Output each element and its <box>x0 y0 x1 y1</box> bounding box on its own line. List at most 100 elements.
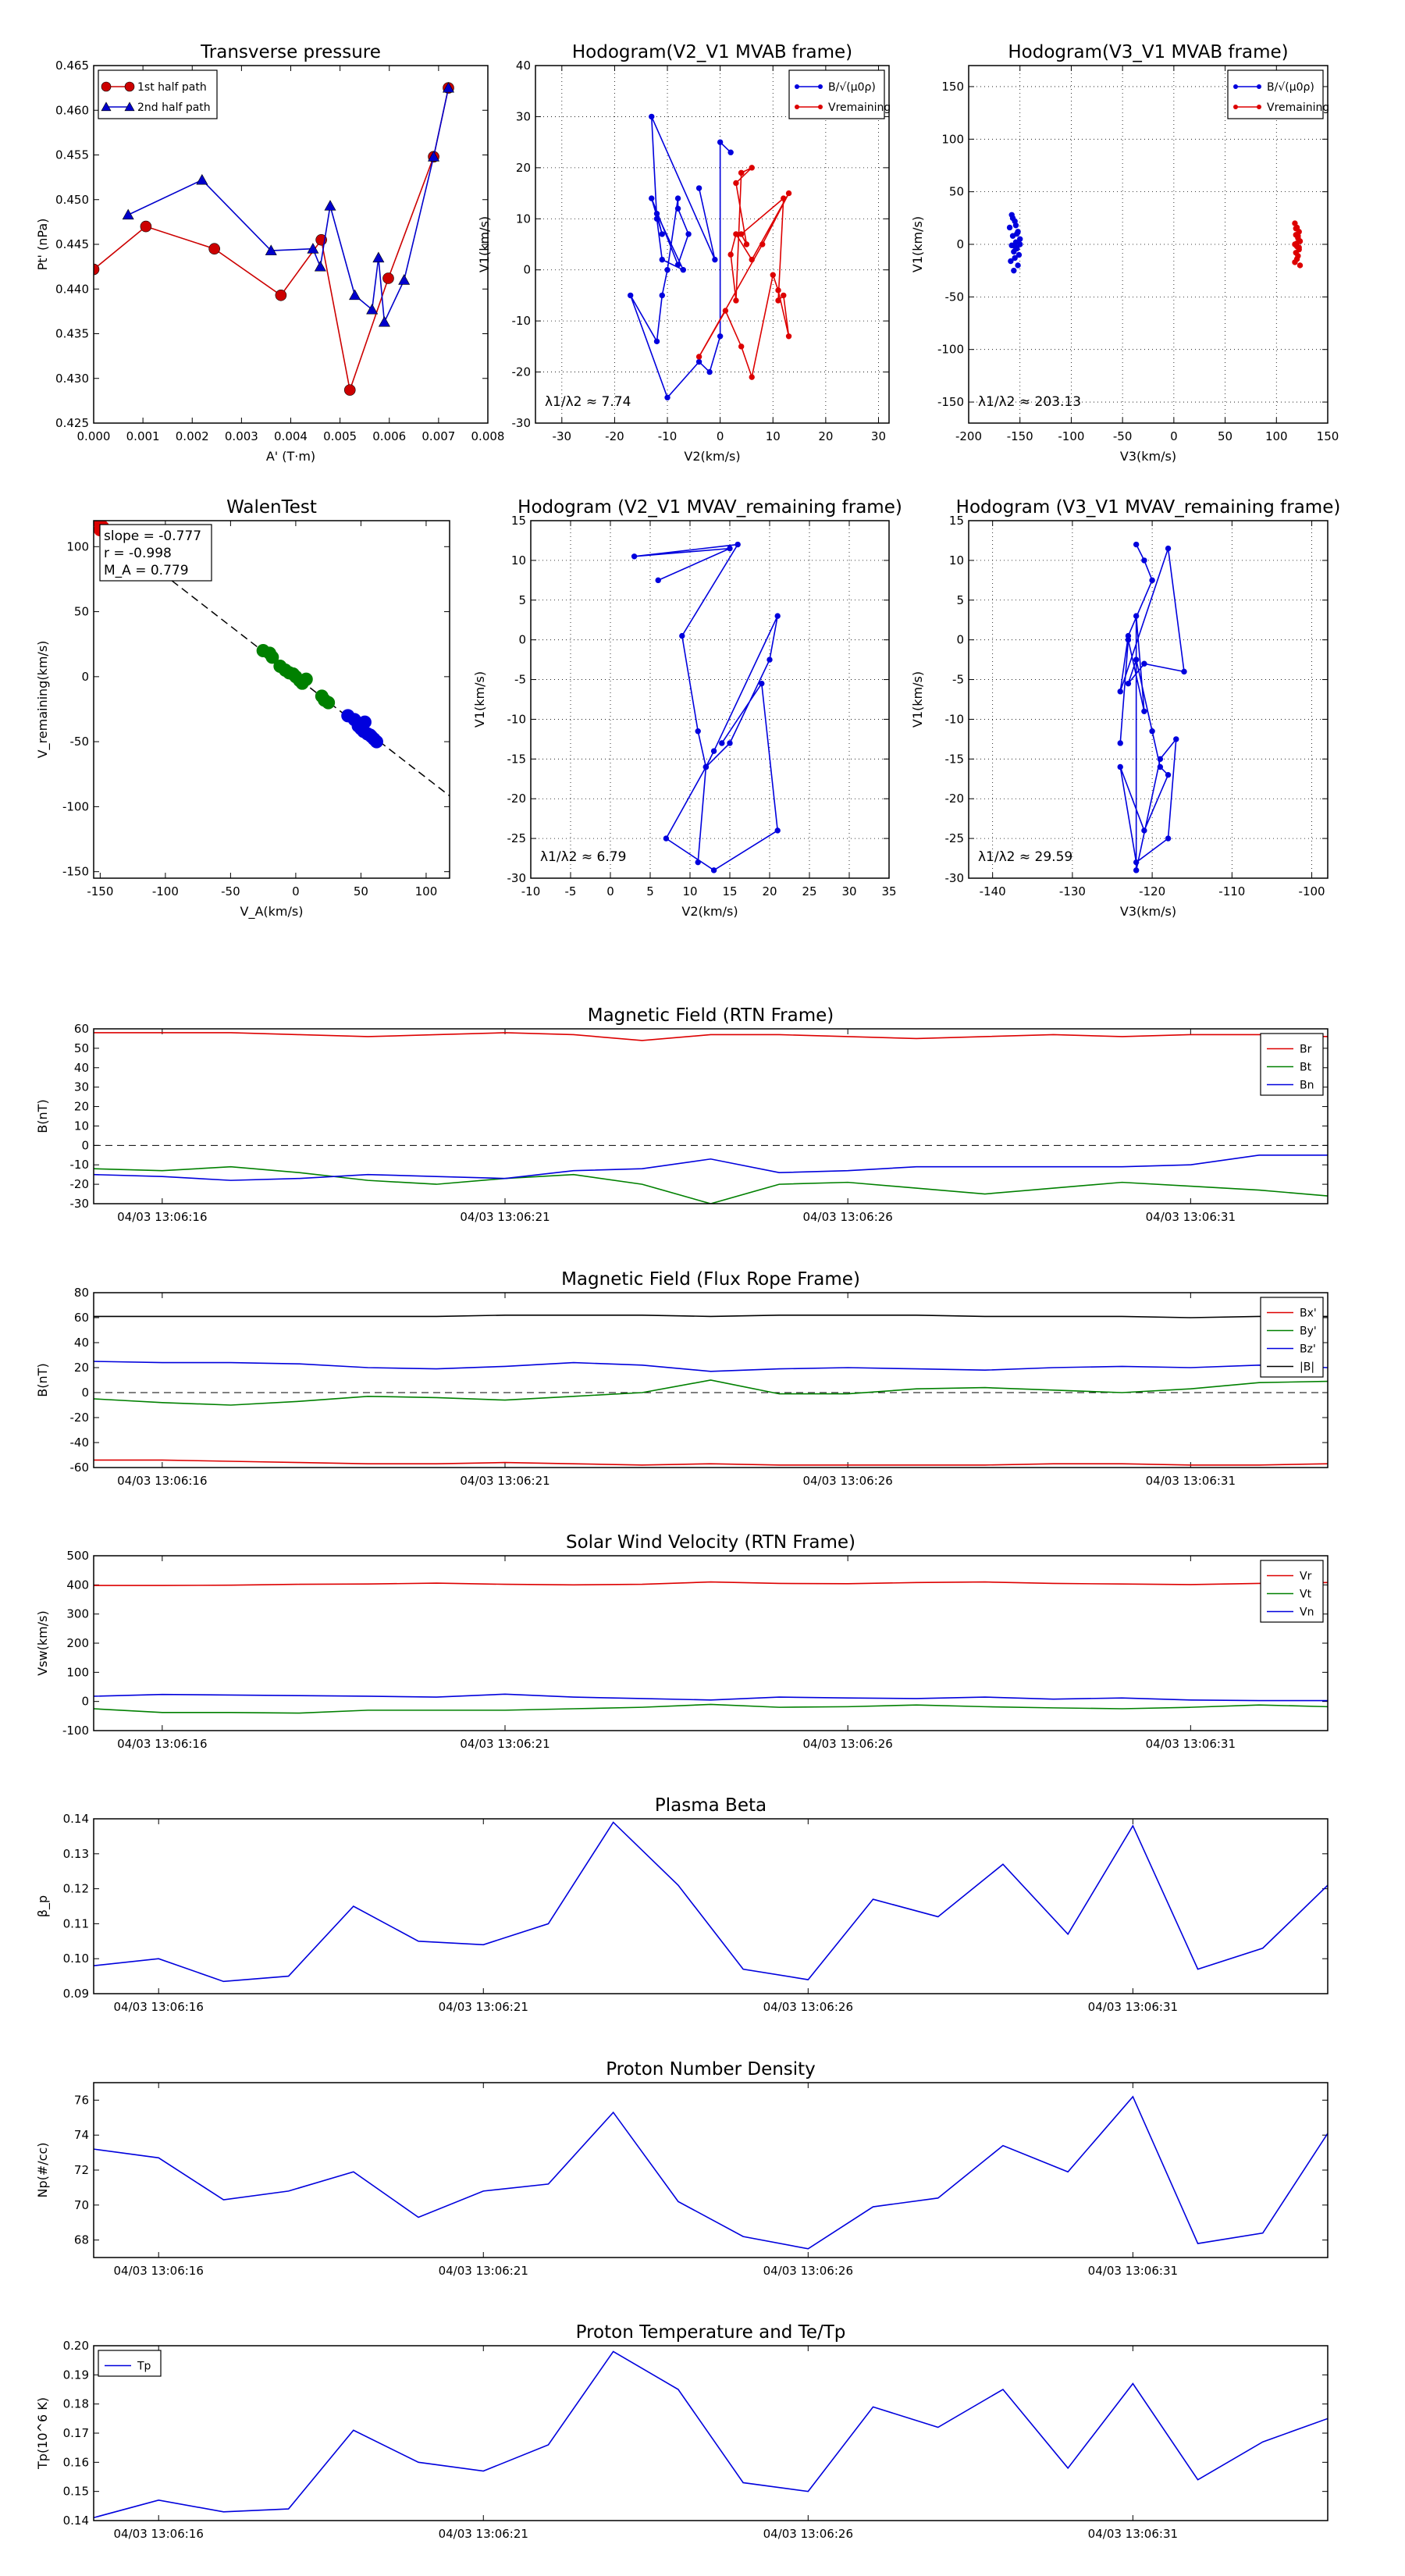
data-point <box>738 169 745 176</box>
chart-title: Hodogram (V2_V1 MVAV_remaining frame) <box>518 497 902 518</box>
y-tick-label: 0.435 <box>55 327 89 341</box>
data-point <box>1012 243 1018 250</box>
data-point <box>378 315 390 327</box>
y-tick-label: -40 <box>70 1436 90 1450</box>
x-tick-label: 0 <box>292 884 300 898</box>
data-point <box>1017 241 1023 247</box>
x-tick-label: 0.001 <box>126 429 160 443</box>
data-point <box>1133 541 1140 548</box>
x-tick-label: 04/03 13:06:31 <box>1146 1737 1236 1751</box>
panel-hodogram_v3_v1_mvav: -30 -25 -20 -15 -10 -5 0 5 10 15 -140 -130 -120 -110 -… <box>910 497 1340 919</box>
data-point <box>1157 756 1164 763</box>
y-tick-label: 0.13 <box>63 1847 89 1861</box>
y-tick-label: -50 <box>945 290 965 304</box>
y-tick-label: 50 <box>74 1041 89 1055</box>
x-tick-label: 0.002 <box>176 429 209 443</box>
x-tick-label: 10 <box>766 429 781 443</box>
y-tick-label: 0.430 <box>55 372 89 386</box>
y-tick-label: -20 <box>507 792 527 806</box>
data-point <box>733 180 739 187</box>
legend-label: Bt <box>1300 1062 1312 1074</box>
panel-hodogram_v3_v1_mvab: -150 -100 -50 0 50 100 150 -200 -150 -100 -50 0 50 10… <box>910 42 1339 464</box>
y-tick-label: 15 <box>949 514 964 528</box>
y-tick-label: 50 <box>74 605 89 619</box>
x-tick-label: 0 <box>717 429 724 443</box>
x-tick-label: -150 <box>87 884 113 898</box>
data-point <box>1141 557 1147 564</box>
data-point <box>122 208 134 220</box>
data-point <box>649 113 655 120</box>
y-tick-label: 0.445 <box>55 237 89 251</box>
data-point <box>785 333 792 340</box>
y-tick-label: 80 <box>74 1286 89 1300</box>
data-point <box>1012 254 1018 262</box>
data-point <box>695 354 702 360</box>
plot-area <box>631 541 781 873</box>
data-point <box>702 763 710 770</box>
data-point <box>628 292 634 299</box>
y-tick-label: 0 <box>956 633 964 647</box>
series-by--line <box>94 1379 1328 1406</box>
y-tick-label: -30 <box>507 871 527 885</box>
y-tick-label: -20 <box>945 792 965 806</box>
data-point <box>664 267 670 273</box>
stats-box <box>99 524 212 582</box>
y-axis-label: V1(km/s) <box>910 671 925 728</box>
y-tick-label: -10 <box>945 712 965 726</box>
x-tick-label: 04/03 13:06:31 <box>1146 1210 1236 1224</box>
data-point <box>442 82 455 93</box>
y-tick-label: -5 <box>952 673 964 687</box>
panel-plasma_beta: 0.09 0.10 0.11 0.12 0.13 0.14 04/03 13:06:16 04… <box>35 1795 1329 2014</box>
data-point <box>322 696 336 710</box>
y-axis-label: Tp(10^6 K) <box>35 2397 50 2470</box>
y-tick-label: -30 <box>945 871 965 885</box>
x-tick-label: 04/03 13:06:31 <box>1088 2000 1178 2014</box>
y-axis-label: V1(km/s) <box>910 216 925 272</box>
panel-transverse_pressure: 0.425 0.430 0.435 0.440 0.445 0.450 0.455 0.460… <box>35 42 504 464</box>
data-point <box>1008 258 1014 265</box>
series-bx--line <box>94 1459 1328 1466</box>
legend-box <box>98 69 218 119</box>
y-tick-label: 0 <box>81 670 89 684</box>
y-tick-label: 50 <box>949 185 964 199</box>
data-point <box>363 728 377 742</box>
series-bn-line <box>94 1154 1328 1181</box>
x-tick-label: 30 <box>871 429 886 443</box>
x-axis-label: V3(km/s) <box>1120 449 1176 464</box>
data-point <box>649 195 655 201</box>
data-point <box>1149 577 1155 584</box>
x-tick-label: -150 <box>1007 429 1033 443</box>
data-point <box>382 272 394 284</box>
data-point <box>631 553 638 560</box>
y-axis-label: Pt' (nPa) <box>35 219 50 271</box>
legend-label: Tp <box>137 2361 151 2373</box>
legend-label: Vr <box>1300 1571 1312 1583</box>
y-tick-label: 40 <box>74 1336 89 1350</box>
panel-proton_temperature: 0.14 0.15 0.16 0.17 0.18 0.19 0.20 04/03 13:06:… <box>35 2322 1329 2541</box>
stats-line: r = -0.998 <box>104 546 172 561</box>
y-tick-label: 70 <box>74 2198 89 2212</box>
axes-frame <box>968 65 1329 424</box>
data-point <box>1117 763 1123 770</box>
data-point <box>710 748 717 754</box>
x-tick-label: 0.007 <box>422 429 455 443</box>
axes-frame <box>93 1555 1329 1731</box>
y-tick-label: 0.15 <box>63 2485 89 2499</box>
legend-marker <box>818 84 823 89</box>
data-point <box>781 292 787 299</box>
data-point <box>774 827 781 834</box>
eigenvalue-ratio: λ1/λ2 ≈ 6.79 <box>540 849 626 865</box>
axes-frame <box>93 1028 1329 1204</box>
y-tick-label: 0.17 <box>63 2426 89 2440</box>
stats-line: slope = -0.777 <box>104 528 201 544</box>
axes-frame <box>93 65 489 424</box>
x-tick-label: 20 <box>762 884 777 898</box>
series-np-line <box>94 2095 1328 2250</box>
x-tick-label: 30 <box>841 884 856 898</box>
y-tick-label: 10 <box>511 553 526 568</box>
x-axis-label: V_A(km/s) <box>240 904 304 920</box>
legend-marker <box>1233 84 1238 89</box>
axes-frame <box>535 65 890 424</box>
series-bz--line <box>94 1361 1328 1372</box>
data-point <box>733 231 739 237</box>
